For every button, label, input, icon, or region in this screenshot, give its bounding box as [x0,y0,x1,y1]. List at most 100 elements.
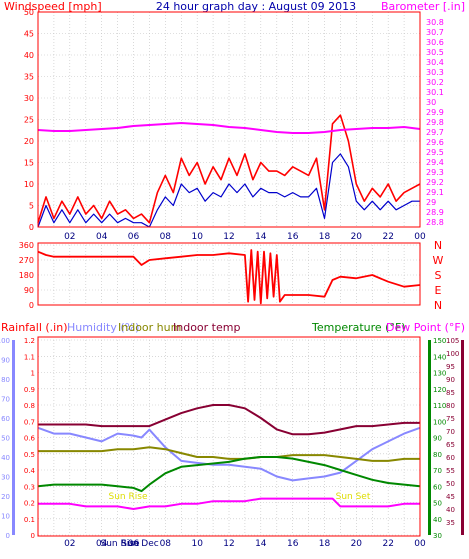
humidity-tick-labels: 0 10 20 30 40 50 60 70 80 90 100 [0,337,10,540]
hour-tick-label: 20 [351,539,363,549]
dew-point-label: Dew Point (°F) [386,321,465,334]
humidity-tick: 100 [0,337,10,345]
humidity-tick: 60 [1,415,10,423]
wind-direction-tick: 360 [19,241,34,250]
humidity-tick: 90 [1,357,10,365]
panel3-hour-labels: 02 04 06 08 10 12 14 16 18 20 22 00 [64,539,426,549]
temperature-tick: 110 [433,402,446,410]
barometer-tick: 30 [426,98,436,107]
hour-tick-label: 22 [382,232,393,242]
dew-point-tick: 95 [446,363,455,371]
temperature-tick: 120 [433,386,446,394]
hour-tick-label: 00 [414,232,426,242]
rainfall-tick: 1 [31,370,35,378]
hour-tick-label: 10 [191,539,203,549]
hour-tick-label: 04 [96,232,108,242]
barometer-tick: 29.3 [426,168,444,177]
series-line-humidity [37,426,421,482]
barometer-tick: 30.7 [426,28,444,37]
barometer-tick: 30.1 [426,88,444,97]
dew-point-tick-labels: 35 40 45 50 55 60 65 70 75 80 85 90 95 100 105 [446,337,459,527]
windspeed-tick: 15 [24,159,34,168]
panel3-series [37,404,421,510]
wind-direction-tick: 90 [24,286,34,295]
dew-point-tick: 80 [446,402,455,410]
rainfall-label: Rainfall (.in) [1,321,68,334]
barometer-tick: 30.3 [426,68,444,77]
rainfall-tick: 0.1 [24,516,35,524]
compass-label: S [435,269,442,282]
dew-point-tick: 40 [446,506,455,514]
temperature-tick-labels: 30 40 50 60 70 80 90 100 110 120 130 140 150 [433,337,446,540]
barometer-tick: 30.6 [426,38,444,47]
temperature-label: Temperature (°F) [311,321,406,334]
barometer-tick: 30.8 [426,18,444,27]
hour-tick-label: 18 [319,539,331,549]
windspeed-tick: 5 [29,202,34,211]
dew-point-tick: 35 [446,519,455,527]
windspeed-tick: 10 [24,180,34,189]
hour-tick-label: 08 [160,232,172,242]
dew-point-tick: 90 [446,376,455,384]
barometer-tick: 29.4 [426,158,444,167]
dew-point-tick: 100 [446,350,459,358]
dew-point-tick: 105 [446,337,459,345]
temperature-tick: 90 [433,435,442,443]
windspeed-tick: 30 [24,94,34,103]
rainfall-tick: 1.1 [24,353,35,361]
barometer-tick: 29.2 [426,178,444,187]
panel3-frame [37,336,421,537]
windspeed-tick: 50 [24,8,34,17]
hour-tick-label: 12 [223,232,234,242]
barometer-tick: 29.6 [426,138,444,147]
windspeed-tick: 45 [24,30,34,39]
series-line-indoor-temp [38,404,420,436]
wind-direction-tick: 270 [19,256,34,265]
temperature-tick: 60 [433,483,442,491]
rainfall-tick: 0.3 [24,483,35,491]
barometer-tick: 29.7 [426,128,444,137]
windspeed-tick: 25 [24,116,34,125]
dew-point-tick: 65 [446,441,455,449]
compass-label: W [433,254,444,267]
hour-tick-label: 14 [255,539,267,549]
barometer-tick: 29.9 [426,108,444,117]
barometer-tick: 28.8 [426,218,444,227]
dew-point-tick: 85 [446,389,455,397]
rainfall-tick: 0.6 [24,435,36,443]
dew-point-tick: 70 [446,428,455,436]
temperature-tick: 40 [433,516,442,524]
humidity-tick: 80 [1,376,10,384]
humidity-axis-bar [12,340,15,535]
barometer-tick: 29.5 [426,148,444,157]
sun-set-tick-label: Sun Dec [121,539,158,549]
panel1-frame [37,11,421,228]
barometer-tick: 30.2 [426,78,444,87]
rainfall-tick: 0.2 [24,500,35,508]
compass-label: E [435,284,442,297]
panel3-grid [38,339,420,536]
rainfall-tick-labels: 0 0.1 0.2 0.3 0.4 0.5 0.6 0.7 0.8 0.9 1 1.1 1.2 [24,337,36,540]
dew-point-tick: 45 [446,493,455,501]
windspeed-tick: 40 [24,51,34,60]
dew-point-tick: 75 [446,415,455,423]
hour-tick-label: 12 [223,539,234,549]
wind-direction-tick: 180 [19,271,34,280]
rainfall-tick: 0 [31,532,35,540]
rainfall-tick: 0.8 [24,402,35,410]
barometer-tick: 29.1 [426,188,444,197]
humidity-tick: 30 [1,474,10,482]
dew-point-tick: 55 [446,467,455,475]
windspeed-axis-label: Windspeed [mph] [4,0,102,13]
hour-tick-label: 00 [414,539,426,549]
indoor-temp-label: Indoor temp [173,321,240,334]
temperature-tick: 50 [433,500,442,508]
humidity-tick: 70 [1,396,10,404]
series-line-wind-direction [37,249,421,305]
temperature-axis-bar [428,340,431,535]
temperature-tick: 30 [433,532,442,540]
rainfall-tick: 0.5 [24,451,35,459]
series-line-windspeed-avg- [37,153,420,228]
barometer-tick-labels: 28.828.92929.129.229.329.429.529.629.729… [426,18,444,227]
